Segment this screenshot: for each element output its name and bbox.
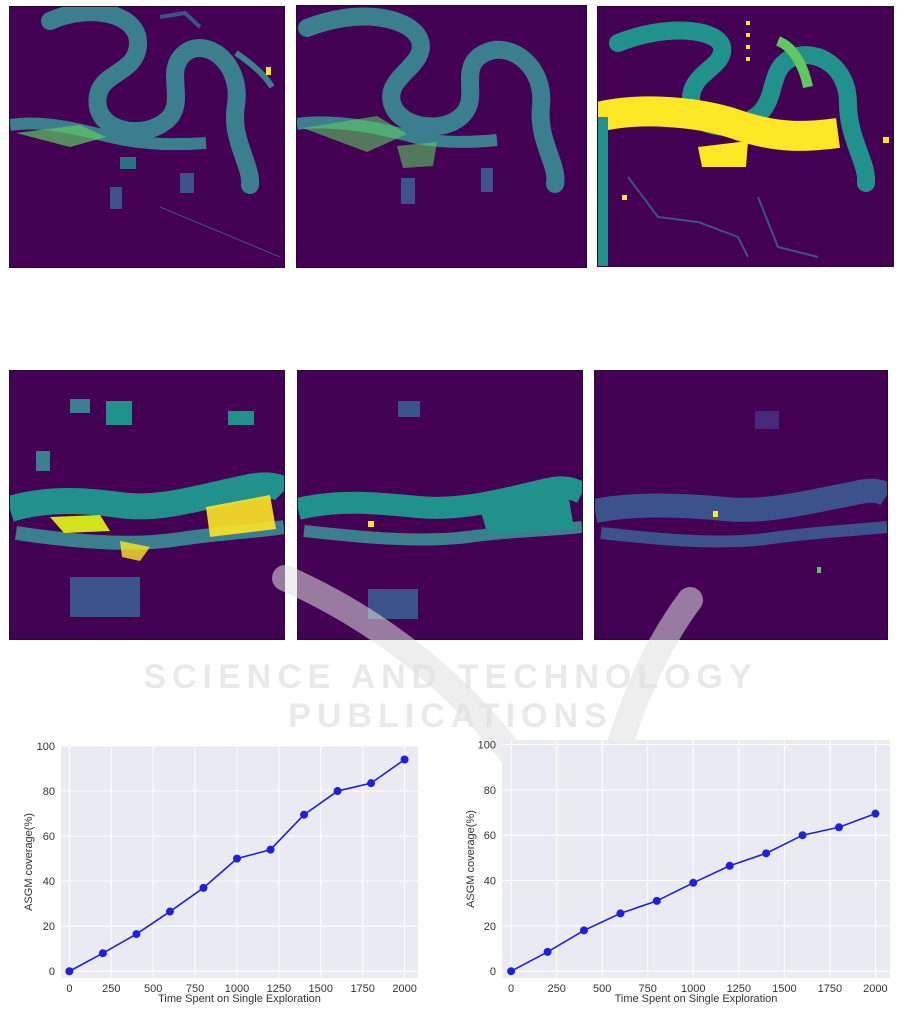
heatmap-panel-2 <box>296 5 587 268</box>
x-axis-label: Time Spent on Single Exploration <box>615 993 778 1005</box>
x-tick-label: 2000 <box>392 983 416 995</box>
plot-area <box>502 740 890 978</box>
data-point <box>300 810 309 819</box>
x-tick-label: 1000 <box>225 983 249 995</box>
x-tick-label: 0 <box>508 983 514 995</box>
x-tick-label: 250 <box>102 983 120 995</box>
data-point <box>132 930 141 939</box>
y-tick-label: 20 <box>43 921 55 933</box>
data-point <box>165 907 174 916</box>
y-tick-label: 80 <box>484 785 496 797</box>
heatmap-panel-4 <box>9 370 285 640</box>
x-tick-label: 1750 <box>818 983 842 995</box>
y-tick-label: 20 <box>484 921 496 933</box>
x-tick-label: 1500 <box>772 983 796 995</box>
data-point <box>400 755 409 764</box>
data-point <box>199 883 208 892</box>
data-point <box>579 926 588 935</box>
plot-area <box>61 746 418 978</box>
data-point <box>543 947 552 956</box>
x-tick-label: 750 <box>639 983 657 995</box>
data-point <box>762 849 771 858</box>
data-point <box>871 809 880 818</box>
x-axis-label: Time Spent on Single Exploration <box>158 993 321 1005</box>
data-point <box>266 845 275 854</box>
x-tick-label: 1000 <box>681 983 705 995</box>
x-tick-label: 1250 <box>727 983 751 995</box>
y-axis-label: ASGM coverage(%) <box>23 813 35 911</box>
x-tick-label: 0 <box>66 983 72 995</box>
line-chart-1: 0 250 500 750 1000 1250 1500 1750 2000 0 20 40 60 80 1… <box>18 738 423 1008</box>
heatmap-panel-6 <box>594 370 888 640</box>
x-tick-label: 1500 <box>309 983 333 995</box>
x-tick-label: 2000 <box>863 983 887 995</box>
x-tick-label: 250 <box>547 983 565 995</box>
x-tick-label: 1750 <box>350 983 374 995</box>
heatmap-panel-5 <box>297 370 583 640</box>
y-tick-label: 40 <box>43 876 55 888</box>
x-tick-label: 500 <box>144 983 162 995</box>
y-tick-label: 60 <box>43 831 55 843</box>
y-tick-label: 60 <box>484 830 496 842</box>
y-axis-label: ASGM coverage(%) <box>465 810 477 908</box>
y-tick-label: 100 <box>37 741 55 753</box>
line-chart-2: 0 250 500 750 1000 1250 1500 1750 2000 0 20 40 60 80 1… <box>460 734 895 1010</box>
data-point <box>65 967 74 976</box>
watermark-text: SCIENCE AND TECHNOLOGY PUBLICATIONS <box>143 658 758 735</box>
data-point <box>333 787 342 796</box>
data-point <box>689 878 698 887</box>
heatmap-panel-3 <box>597 6 894 267</box>
y-tick-label: 100 <box>478 740 496 752</box>
data-point <box>652 896 661 905</box>
heatmap-panel-1 <box>9 6 285 268</box>
data-point <box>798 831 807 840</box>
data-point <box>232 854 241 863</box>
data-point <box>834 823 843 832</box>
y-tick-label: 0 <box>490 966 496 978</box>
y-tick-label: 40 <box>484 876 496 888</box>
x-tick-label: 500 <box>593 983 611 995</box>
data-point <box>98 949 107 958</box>
data-point <box>725 861 734 870</box>
y-tick-label: 0 <box>49 966 55 978</box>
data-point <box>507 967 516 976</box>
data-point <box>616 909 625 918</box>
x-tick-label: 1250 <box>267 983 291 995</box>
data-point <box>367 779 376 788</box>
y-tick-label: 80 <box>43 786 55 798</box>
x-tick-label: 750 <box>186 983 204 995</box>
